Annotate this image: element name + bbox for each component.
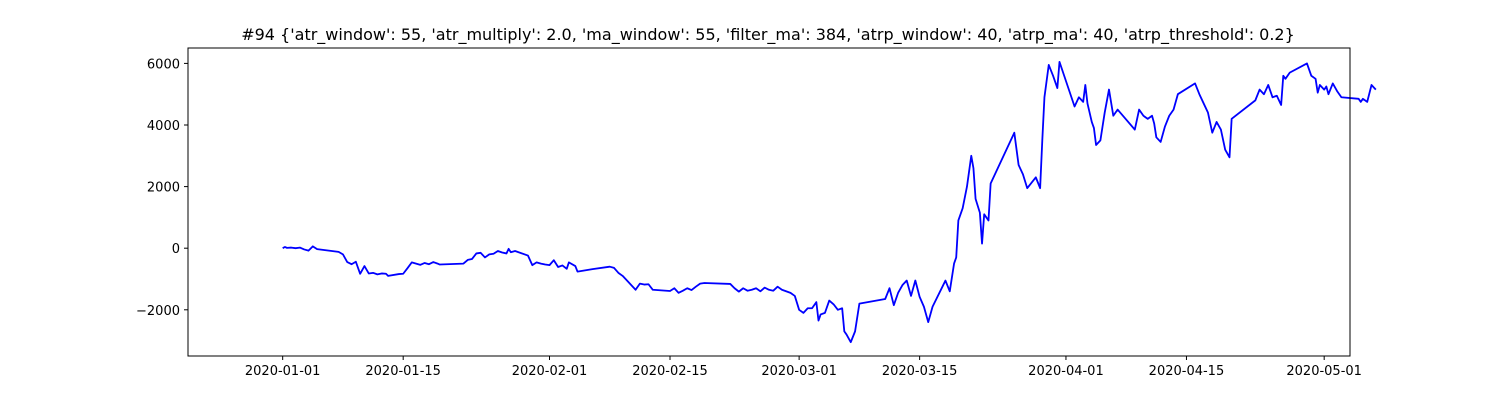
x-tick-label: 2020-02-01 [512, 364, 588, 379]
x-tick-label: 2020-03-15 [882, 364, 958, 379]
series-layer [282, 60, 1377, 344]
x-tick-label: 2020-01-15 [365, 364, 441, 379]
plot-frame [187, 47, 1351, 357]
series-line-0 [282, 60, 1377, 344]
y-tick-label: 6000 [147, 57, 180, 72]
x-tick-label: 2020-05-01 [1286, 364, 1362, 379]
y-tick-label: 4000 [147, 119, 180, 134]
x-tick-label: 2020-04-15 [1149, 364, 1225, 379]
y-tick-label: 0 [172, 242, 180, 257]
chart-title: #94 {'atr_window': 55, 'atr_multiply': 2… [241, 25, 1295, 45]
x-tick-label: 2020-02-15 [632, 364, 708, 379]
y-tick-label: −2000 [136, 304, 180, 319]
x-tick-label: 2020-04-01 [1028, 364, 1104, 379]
axes-layer: 2020-01-01 2020-01-15 2020-02-01 2020-02-15… [136, 47, 1362, 379]
x-tick-label: 2020-01-01 [245, 364, 321, 379]
x-tick-label: 2020-03-01 [761, 364, 837, 379]
y-tick-label: 2000 [147, 181, 180, 196]
